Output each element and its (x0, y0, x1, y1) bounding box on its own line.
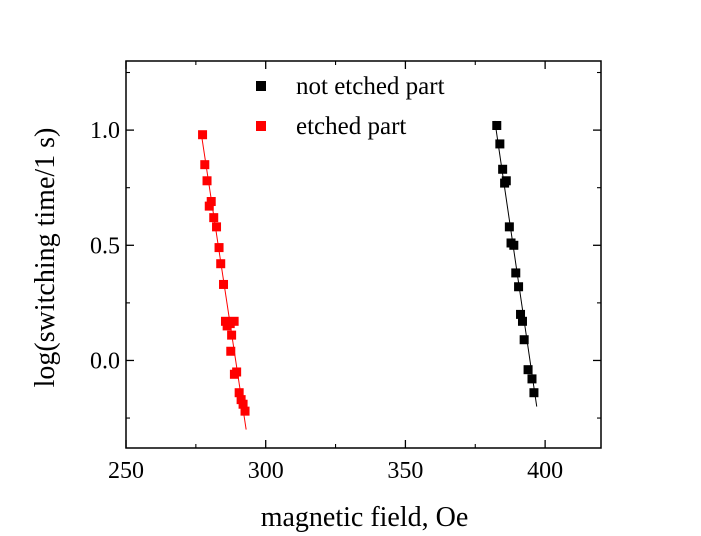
data-point (501, 176, 511, 186)
data-point (238, 399, 248, 409)
axes: 250 300 350 400 0.0 0.5 1.0 (90, 60, 602, 484)
data-point (227, 330, 237, 340)
y-tick-label: 1.0 (90, 118, 120, 144)
data-point (212, 222, 222, 232)
data-point (498, 164, 508, 174)
x-axis-label: magnetic field, Oe (261, 502, 469, 533)
y-tick-label: 0.0 (90, 348, 120, 374)
y-tick-label: 0.5 (90, 233, 120, 259)
data-point (514, 282, 524, 292)
data-point (200, 160, 210, 170)
data-point (509, 240, 519, 250)
data-point (226, 346, 236, 356)
legend: not etched part etched part (256, 73, 445, 140)
data-point (511, 268, 521, 278)
data-point (492, 121, 502, 130)
plot-marks (198, 120, 539, 430)
data-point (516, 309, 526, 319)
legend-label: etched part (296, 113, 406, 140)
data-point (219, 279, 229, 289)
data-point (240, 406, 250, 416)
data-point (234, 388, 244, 398)
x-tick-label: 300 (248, 458, 284, 484)
data-point (229, 316, 239, 326)
plot-frame (125, 60, 602, 449)
data-point (519, 335, 529, 345)
x-tick-label: 250 (108, 458, 144, 484)
legend-marker (256, 121, 266, 131)
legend-marker (256, 81, 266, 91)
data-point (504, 222, 514, 232)
data-point (220, 316, 230, 326)
data-point (198, 130, 208, 140)
data-point (236, 395, 246, 405)
data-point (202, 176, 212, 186)
data-point (527, 374, 537, 384)
data-point (206, 197, 216, 207)
x-tick-label: 350 (387, 458, 423, 484)
legend-label: not etched part (296, 73, 445, 100)
data-point (495, 139, 505, 149)
x-tick-label: 400 (527, 458, 563, 484)
y-axis-label: log(switching time/1 s) (30, 128, 61, 388)
fit-line (494, 120, 538, 407)
data-point (517, 316, 527, 326)
data-point (529, 388, 539, 398)
data-point (204, 201, 214, 211)
data-point (523, 365, 533, 375)
data-point (216, 259, 226, 269)
data-point (214, 243, 224, 253)
data-point (209, 213, 219, 223)
data-point (232, 367, 242, 377)
